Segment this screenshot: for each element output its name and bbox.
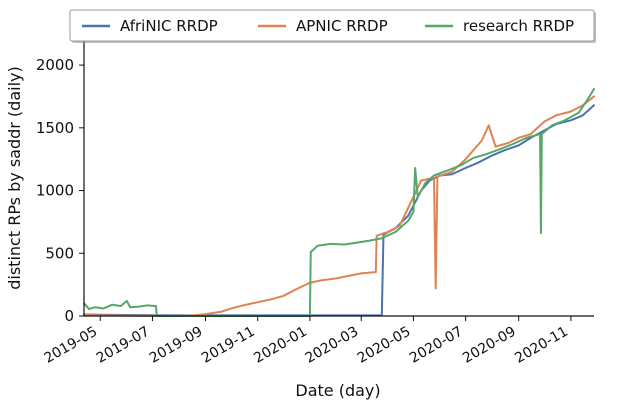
x-tick-label-1: 2019-07 — [94, 324, 153, 367]
legend-label-1: AfriNIC RRDP — [120, 17, 218, 35]
y-tick-label-3: 1500 — [36, 119, 74, 137]
x-tick-label-5: 2020-03 — [303, 324, 362, 367]
x-tick-label-3: 2019-11 — [199, 324, 258, 367]
legend: AfriNIC RRDP APNIC RRDP research RRDP — [69, 9, 596, 43]
y-axis-label: distinct RPs by saddr (daily) — [5, 66, 24, 290]
x-tick-label-4: 2020-01 — [251, 324, 310, 367]
x-tick-label-0: 2019-05 — [42, 324, 101, 367]
axes-layer — [83, 40, 594, 317]
x-axis-label: Date (day) — [295, 381, 380, 400]
y-tick-label-1: 500 — [45, 244, 74, 262]
legend-label-2: APNIC RRDP — [296, 17, 388, 35]
x-tick-label-6: 2020-05 — [355, 324, 414, 367]
series-line-3 — [83, 87, 595, 317]
x-tick-label-2: 2019-09 — [147, 324, 206, 367]
y-tick-label-0: 0 — [64, 307, 74, 325]
plot-area-background — [84, 40, 594, 316]
x-tick-label-8: 2020-09 — [460, 324, 519, 367]
x-tick-label-7: 2020-07 — [407, 324, 466, 367]
y-tick-label-2: 1000 — [36, 182, 74, 200]
legend-frame — [69, 9, 595, 42]
x-tick-label-9: 2020-11 — [512, 324, 571, 367]
series-layer — [83, 87, 595, 317]
y-tick-label-4: 2000 — [36, 56, 74, 74]
legend-label-3: research RRDP — [463, 17, 574, 35]
series-line-2 — [83, 95, 595, 317]
